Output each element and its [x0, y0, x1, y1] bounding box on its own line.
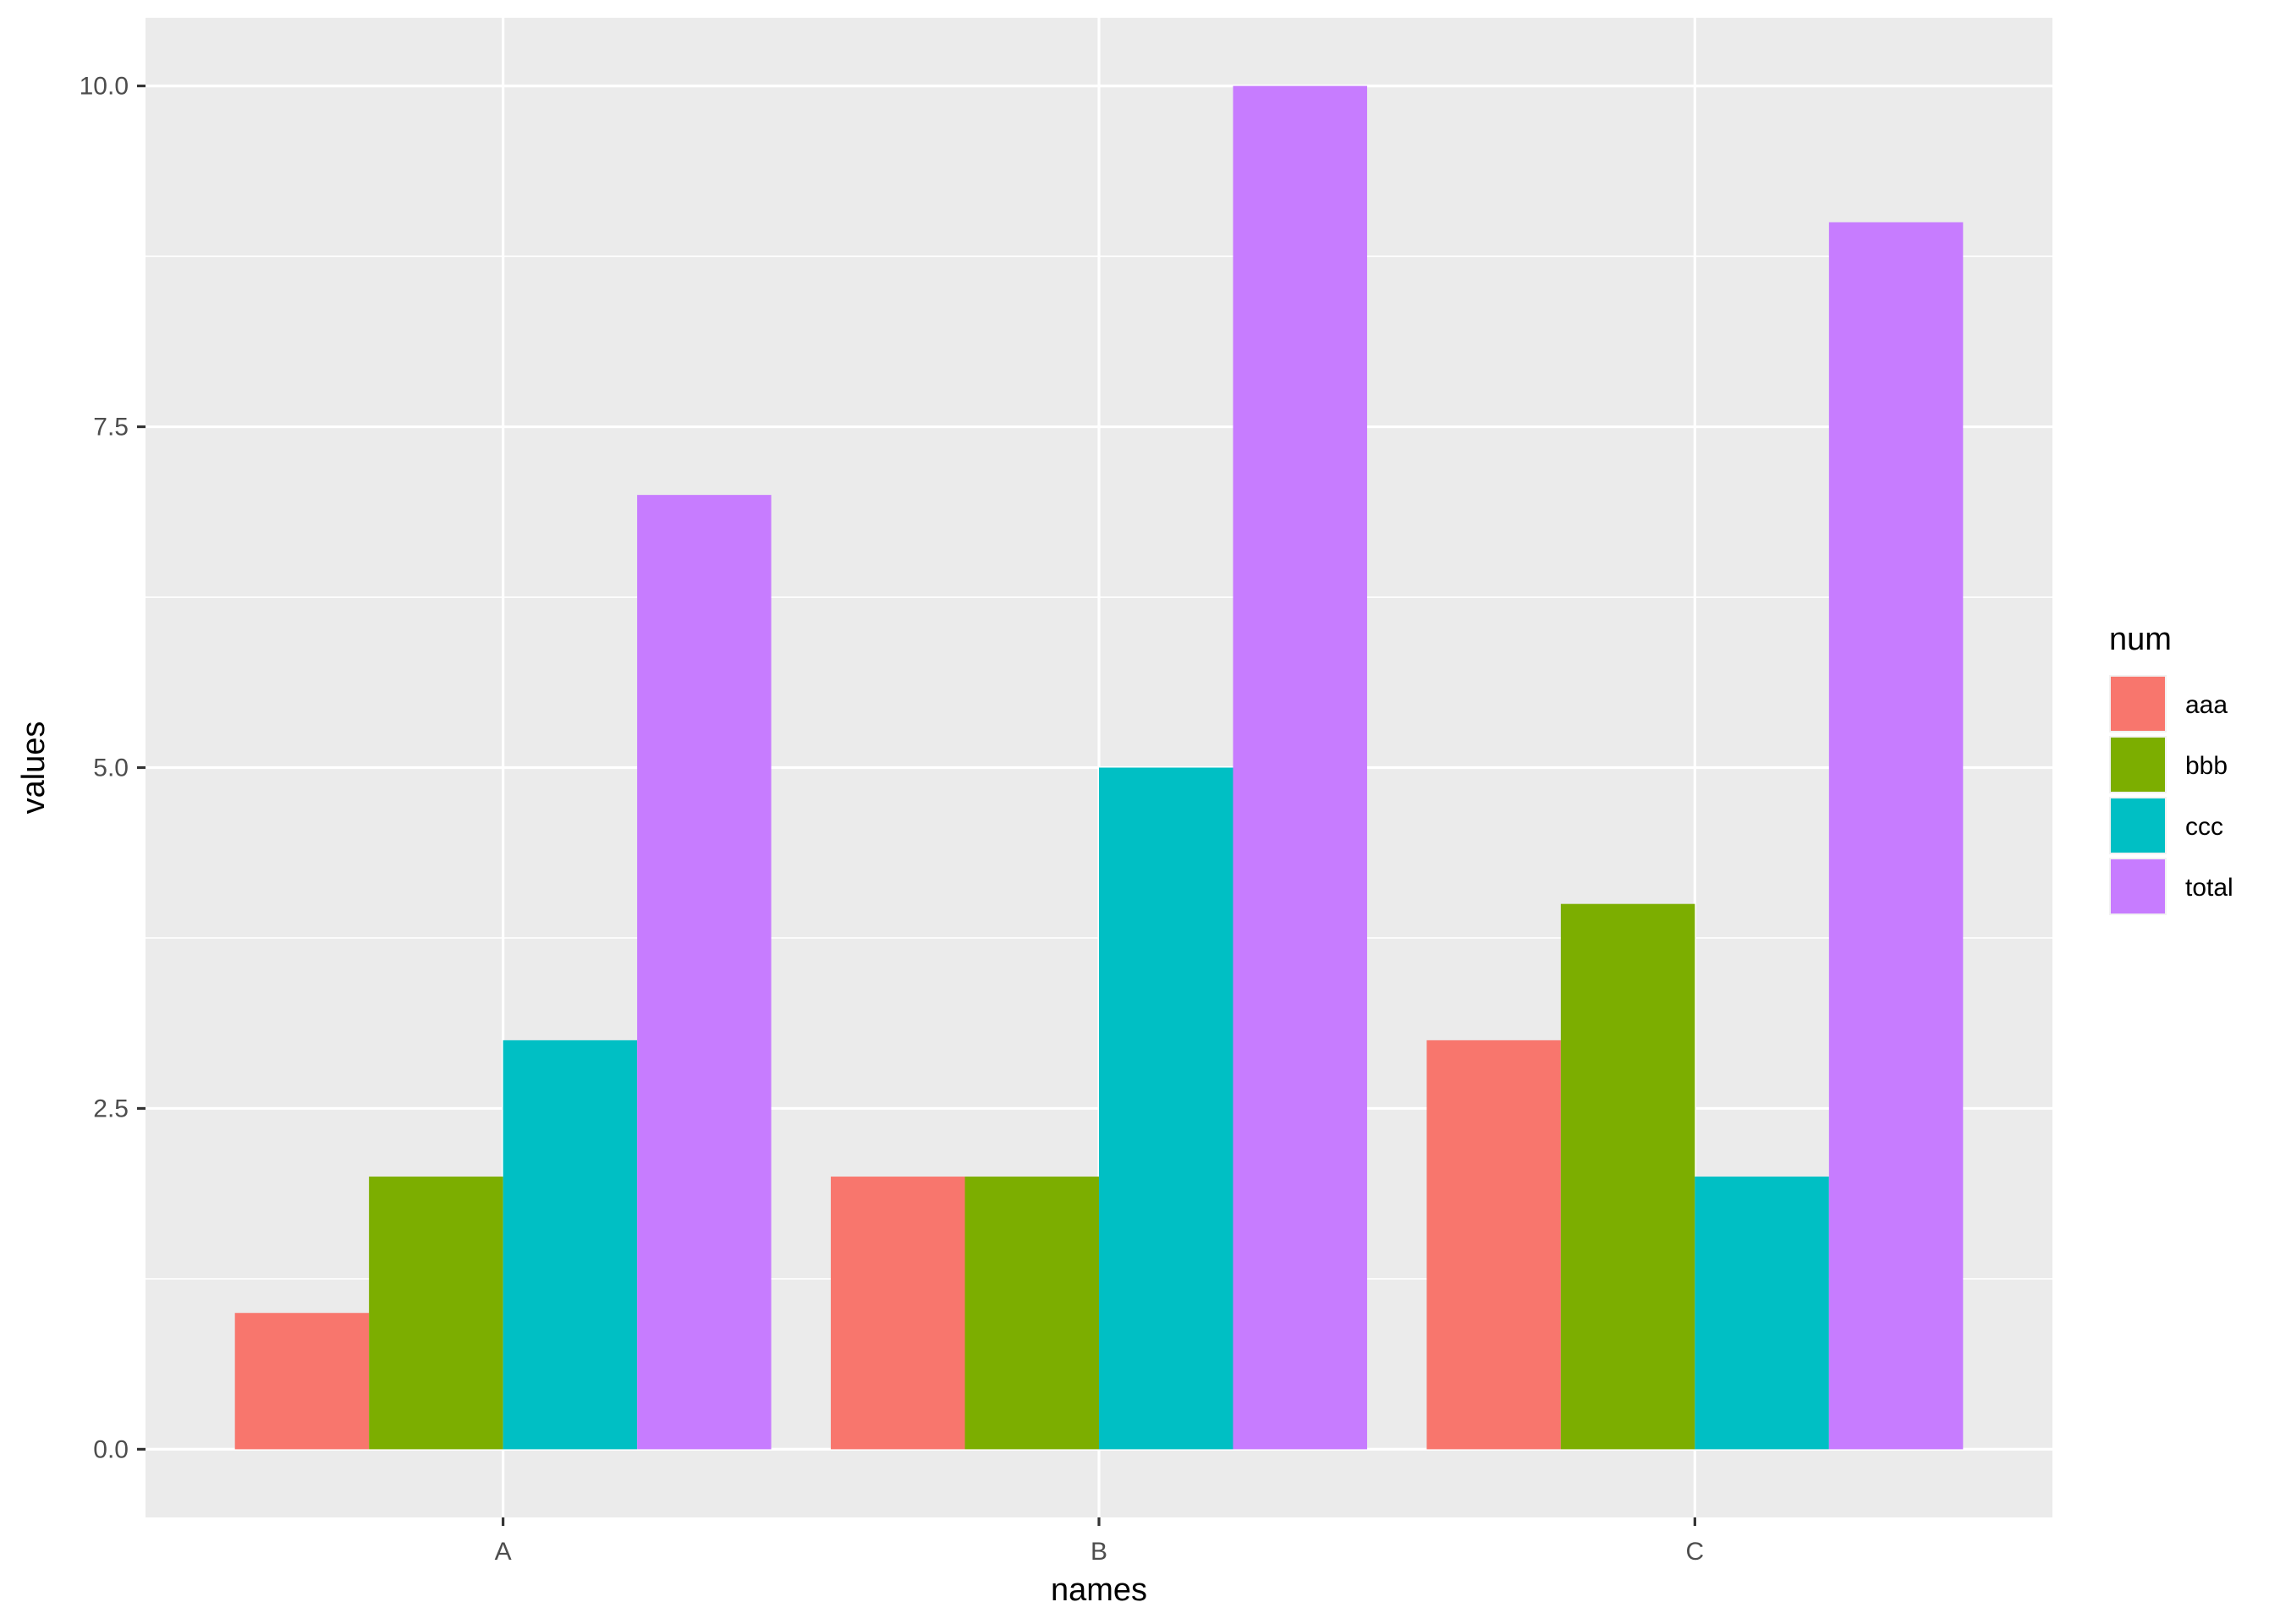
y-tick-label: 0.0: [93, 1435, 129, 1463]
bar-aaa-C: [1426, 1040, 1561, 1450]
bar-aaa-B: [831, 1177, 965, 1450]
legend-title: num: [2109, 622, 2172, 657]
legend-key-total: [2111, 859, 2165, 914]
bar-ccc-C: [1695, 1177, 1829, 1450]
bar-ccc-A: [503, 1040, 638, 1450]
x-tick-label: C: [1686, 1538, 1705, 1566]
bar-aaa-A: [234, 1313, 370, 1450]
legend-key-ccc: [2111, 798, 2165, 853]
legend: num aaa bbb ccc total: [2109, 622, 2233, 915]
legend-label-ccc: ccc: [2185, 813, 2223, 841]
x-axis: A B C: [495, 1517, 1705, 1566]
legend-items: aaa bbb ccc total: [2109, 675, 2233, 915]
y-tick-label: 2.5: [93, 1095, 129, 1122]
bar-total-C: [1828, 222, 1964, 1450]
bar-ccc-B: [1099, 767, 1233, 1450]
y-tick-label: 5.0: [93, 754, 129, 782]
y-axis: 0.0 2.5 5.0 7.5 10.0: [80, 73, 146, 1463]
bar-bbb-B: [964, 1177, 1099, 1450]
legend-key-bbb: [2111, 738, 2165, 792]
y-tick-label: 10.0: [80, 73, 129, 101]
y-axis-title: values: [16, 721, 52, 815]
bar-total-B: [1233, 85, 1367, 1450]
legend-key-aaa: [2111, 677, 2165, 731]
legend-label-bbb: bbb: [2185, 752, 2228, 780]
y-tick-label: 7.5: [93, 414, 129, 442]
legend-label-total: total: [2185, 874, 2233, 902]
bar-total-A: [637, 495, 772, 1450]
bars: [234, 85, 1964, 1450]
bar-bbb-A: [369, 1177, 503, 1450]
bar-bbb-C: [1560, 903, 1695, 1450]
x-tick-label: B: [1091, 1538, 1107, 1566]
x-tick-label: A: [495, 1538, 512, 1566]
legend-label-aaa: aaa: [2185, 691, 2228, 719]
x-axis-title: names: [1051, 1572, 1147, 1608]
